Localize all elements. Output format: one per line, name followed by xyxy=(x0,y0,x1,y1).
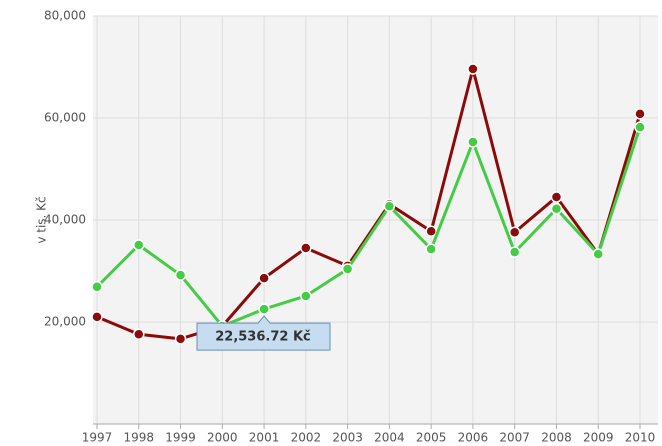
x-tick-label: 2008 xyxy=(541,431,572,445)
x-tick-label: 2000 xyxy=(207,431,238,445)
data-point xyxy=(91,281,103,293)
data-point xyxy=(425,225,437,237)
x-tick-label: 2002 xyxy=(291,431,322,445)
data-point xyxy=(425,243,437,255)
y-tick-label: 40,000 xyxy=(44,213,86,227)
data-point xyxy=(467,63,479,75)
data-point xyxy=(91,311,103,323)
data-point xyxy=(467,136,479,148)
x-tick-label: 2003 xyxy=(332,431,363,445)
x-tick-label: 2004 xyxy=(374,431,405,445)
data-point xyxy=(592,248,604,260)
data-point xyxy=(634,108,646,120)
data-point xyxy=(133,328,145,340)
x-tick-label: 2005 xyxy=(416,431,447,445)
data-point xyxy=(258,303,270,315)
series-line xyxy=(95,126,642,328)
data-point xyxy=(383,200,396,212)
data-point xyxy=(550,203,563,215)
x-tick-label: 2009 xyxy=(583,431,614,445)
tooltip-box xyxy=(196,315,331,351)
data-point xyxy=(300,242,312,254)
x-tick-label: 1997 xyxy=(82,431,113,445)
y-tick-label: 80,000 xyxy=(44,9,86,23)
data-point xyxy=(508,226,521,238)
data-point xyxy=(258,272,270,284)
y-tick-label: 60,000 xyxy=(44,111,86,125)
data-point xyxy=(300,290,312,302)
x-tick-label: 2007 xyxy=(499,431,530,445)
data-point xyxy=(550,191,563,203)
x-tick-label: 2006 xyxy=(458,431,489,445)
x-tick-label: 2010 xyxy=(625,431,656,445)
data-point xyxy=(634,121,646,133)
y-tick-label: 20,000 xyxy=(44,315,86,329)
y-axis-title: v tis. Kč xyxy=(35,196,49,243)
data-point xyxy=(174,269,187,281)
x-tick-label: 1999 xyxy=(165,431,196,445)
tooltip: 22,536.72 Kč xyxy=(196,315,331,351)
x-tick-label: 1998 xyxy=(123,431,154,445)
data-point xyxy=(133,239,145,251)
data-point xyxy=(341,263,354,275)
data-point xyxy=(508,246,521,258)
x-tick-label: 2001 xyxy=(249,431,280,445)
data-point xyxy=(174,333,187,345)
tooltip-label: 22,536.72 Kč xyxy=(215,330,311,345)
